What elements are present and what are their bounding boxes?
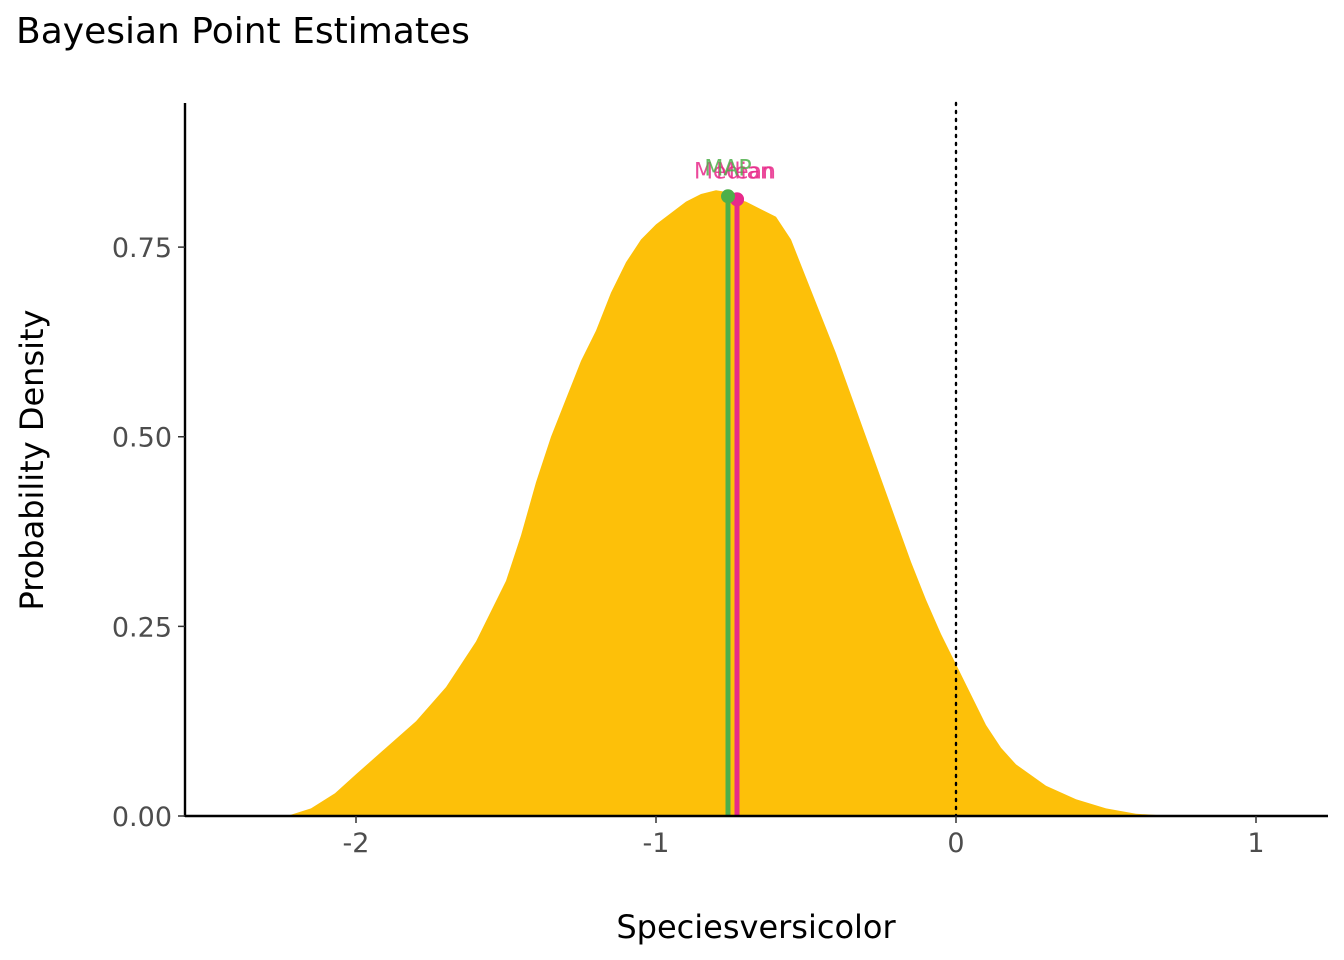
mean-estimate-label: Mean [716,159,776,184]
density-area [287,190,1196,816]
y-tick-label: 0.00 [112,802,172,833]
x-tick-label: -2 [343,828,370,859]
y-tick-label: 0.75 [112,233,172,264]
y-tick-label: 0.50 [112,423,172,454]
chart-title: Bayesian Point Estimates [16,11,470,52]
x-tick-label: -1 [643,828,670,859]
x-tick-label: 0 [947,828,964,859]
y-axis-ticks: 0.00 0.25 0.50 0.75 [112,233,185,833]
map-estimate-point [721,189,735,204]
x-axis-title: Speciesversicolor [616,908,896,946]
map-estimate-label: MAP [704,156,751,181]
x-axis-ticks: -2 -1 0 1 [343,816,1265,859]
x-tick-label: 1 [1247,828,1264,859]
median-estimate-label: Median [694,159,774,184]
y-axis-title: Probability Density [13,310,51,611]
y-tick-label: 0.25 [112,612,172,643]
